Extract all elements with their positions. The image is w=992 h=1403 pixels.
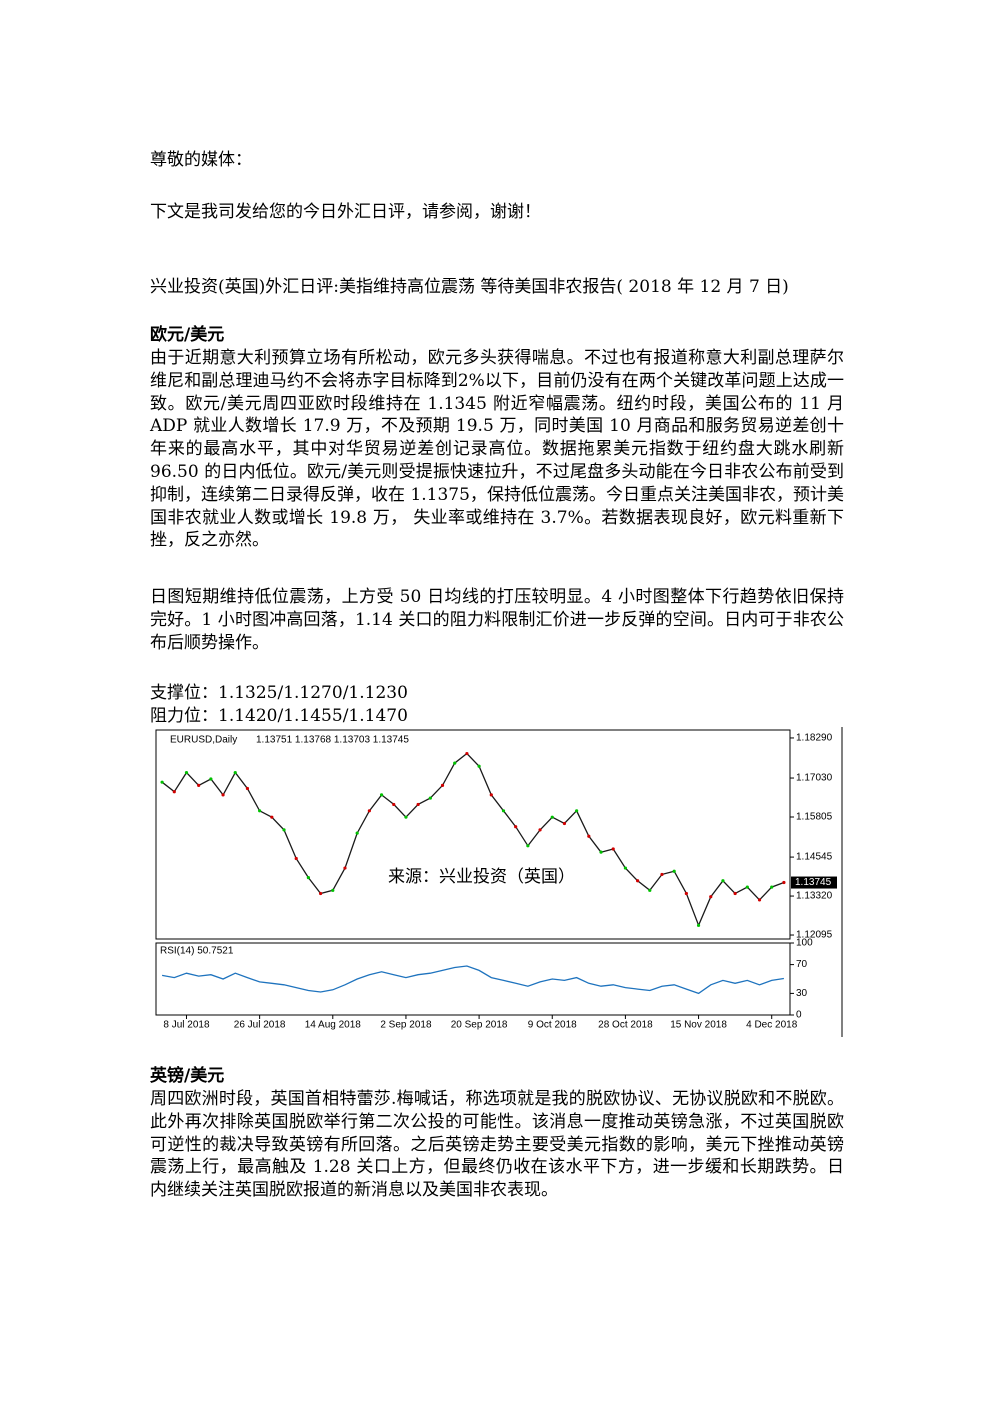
rsi-line — [161, 965, 785, 995]
price-point — [428, 796, 432, 800]
price-point — [233, 771, 237, 775]
price-point — [184, 771, 189, 775]
y-tick-label: 100 — [796, 938, 813, 949]
x-tick-label: 14 Aug 2018 — [305, 1020, 362, 1031]
support: 支撑位：1.1325/1.1270/1.1230 — [150, 683, 408, 703]
paragraph: 周四欧洲时段，英国首相特蕾莎.梅喊话，称选项就是我的脱欧协议、无协议脱欧和不脱欧… — [150, 1089, 844, 1201]
price-point — [623, 866, 628, 870]
price-point — [721, 879, 725, 883]
chart: EURUSD,Daily 1.13751 1.13768 1.13703 1.1… — [152, 727, 846, 1037]
price-point — [379, 793, 384, 797]
price-point — [514, 825, 518, 829]
price-point — [501, 809, 506, 813]
price-point — [757, 898, 762, 902]
price-point — [306, 876, 311, 880]
y-tick-label: 1.17030 — [796, 773, 833, 784]
chart-subtitle: 1.13751 1.13768 1.13703 1.13745 — [256, 735, 409, 746]
price-point — [733, 891, 737, 896]
price-point — [282, 828, 286, 832]
rsi-title: RSI(14) 50.7521 — [160, 946, 234, 957]
price-point — [209, 777, 213, 781]
price-point — [258, 809, 262, 813]
paragraph: 日图短期维持低位震荡，上方受 50 日均线的打压较明显。4 小时图整体下行趋势依… — [150, 587, 844, 653]
price-point — [318, 891, 323, 896]
price-point — [709, 895, 713, 899]
price-point — [355, 831, 359, 835]
intro: 下文是我司发给您的今日外汇日评，请参阅，谢谢！ — [150, 202, 541, 222]
x-tick-label: 26 Jul 2018 — [234, 1020, 286, 1031]
y-tick-label: 1.15805 — [796, 812, 833, 823]
price-point — [489, 793, 493, 797]
price-point — [160, 780, 164, 784]
price-point — [270, 815, 274, 819]
price-point — [197, 783, 201, 787]
y-tick-label: 1.13320 — [796, 891, 833, 902]
price-point — [465, 751, 469, 756]
price-point — [526, 844, 530, 848]
price-point — [660, 872, 664, 877]
price-point — [575, 809, 579, 813]
price-point — [294, 856, 298, 861]
greeting: 尊敬的媒体： — [150, 150, 252, 170]
price-point — [343, 866, 347, 870]
y-tick-label: 1.18290 — [796, 733, 833, 744]
x-tick-label: 8 Jul 2018 — [163, 1020, 210, 1031]
price-line — [161, 752, 785, 928]
x-tick-label: 20 Sep 2018 — [451, 1020, 508, 1031]
price-point — [404, 815, 408, 819]
chart-bg — [152, 727, 846, 1037]
rsi-panel — [155, 942, 791, 1016]
price-point — [416, 802, 420, 807]
price-point — [611, 847, 615, 851]
price-point — [648, 888, 652, 892]
price-point — [550, 815, 554, 819]
price-point — [599, 850, 603, 854]
price-point — [221, 793, 225, 797]
price-point — [672, 869, 676, 873]
x-tick-label: 28 Oct 2018 — [598, 1020, 653, 1031]
price-point — [245, 786, 250, 791]
y-tick-label: 1.14545 — [796, 852, 833, 863]
price-point — [745, 885, 749, 889]
last-price-label: 1.13745 — [795, 877, 832, 888]
x-tick-label: 15 Nov 2018 — [670, 1020, 727, 1031]
price-point — [770, 885, 774, 889]
price-point — [331, 888, 335, 892]
y-tick-label: 70 — [796, 959, 808, 970]
resistance: 阻力位：1.1420/1.1455/1.1470 — [150, 706, 408, 726]
x-tick-label: 9 Oct 2018 — [528, 1020, 577, 1031]
price-point — [453, 761, 457, 765]
price-point — [782, 880, 786, 885]
watermark: 来源：兴业投资（英国） — [388, 867, 575, 887]
chart-title: EURUSD,Daily — [170, 735, 237, 746]
price-point — [367, 809, 371, 813]
price-panel — [155, 729, 791, 940]
price-point — [477, 764, 481, 768]
x-tick-label: 4 Dec 2018 — [746, 1020, 798, 1031]
price-point — [440, 783, 445, 787]
section-heading: 英镑/美元 — [150, 1066, 225, 1086]
last-price-box — [791, 876, 837, 889]
price-point — [635, 879, 640, 883]
price-point — [538, 828, 542, 832]
price-point — [562, 821, 567, 826]
title: 兴业投资(英国)外汇日评:美指维持高位震荡 等待美国非农报告( 2018 年 1… — [150, 277, 789, 297]
y-tick-label: 0 — [796, 1010, 802, 1021]
x-tick-label: 2 Sep 2018 — [380, 1020, 432, 1031]
section-heading: 欧元/美元 — [150, 325, 225, 345]
y-tick-label: 30 — [796, 988, 808, 999]
price-point — [172, 790, 176, 794]
price-point — [392, 802, 396, 807]
paragraph: 由于近期意大利预算立场有所松动，欧元多头获得喘息。不过也有报道称意大利副总理萨尔… — [150, 348, 844, 551]
price-point — [587, 834, 591, 838]
y-tick-label: 1.12095 — [796, 930, 833, 941]
price-point — [684, 891, 688, 896]
price-point — [696, 923, 701, 927]
